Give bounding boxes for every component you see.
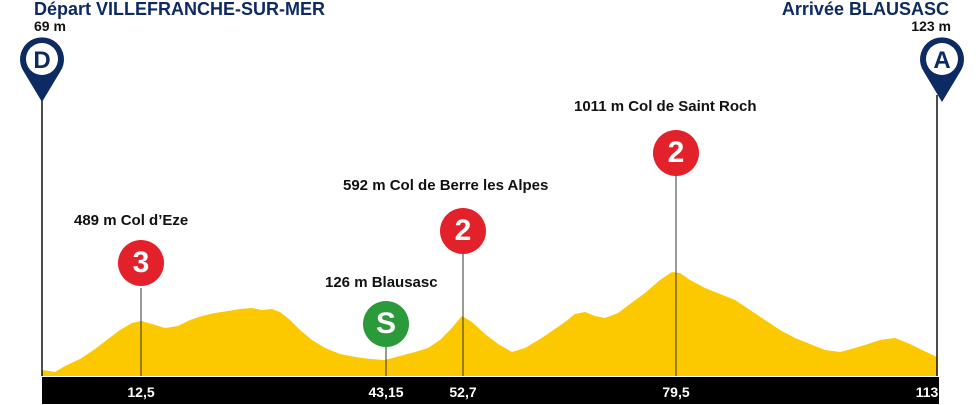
km-tick-climb-4: 79,5 [662, 384, 690, 400]
finish-pin-icon [920, 37, 965, 102]
km-tick-climb-3: 52,7 [449, 384, 477, 400]
elevation-profile [42, 272, 937, 376]
start-pin-icon [20, 37, 65, 102]
climb-2-label: 126 m Blausasc [325, 274, 438, 291]
climb-3-label: 592 m Col de Berre les Alpes [343, 177, 549, 194]
start-marker-letter: D [33, 47, 50, 74]
kom-badge-cat3: 3 [118, 240, 164, 286]
kom-badge-cat2-berre: 2 [440, 208, 486, 254]
climb-4-label: 1011 m Col de Saint Roch [574, 98, 757, 115]
km-tick-climb-1: 12,5 [127, 384, 155, 400]
kom-badge-cat2-saint-roch: 2 [653, 130, 699, 176]
km-tick-climb-2: 43,15 [368, 384, 404, 400]
climb-1-label: 489 m Col d’Eze [74, 212, 189, 229]
start-altitude: 69 m [34, 18, 66, 34]
start-title: Départ VILLEFRANCHE-SUR-MER [34, 0, 326, 19]
finish-title: Arrivée BLAUSASC [781, 0, 949, 19]
finish-altitude: 123 m [911, 18, 951, 34]
finish-marker-letter: A [933, 47, 950, 74]
sprint-badge: S [363, 301, 409, 347]
km-tick-finish: 113 [915, 384, 939, 400]
distance-axis-bar [42, 377, 939, 404]
